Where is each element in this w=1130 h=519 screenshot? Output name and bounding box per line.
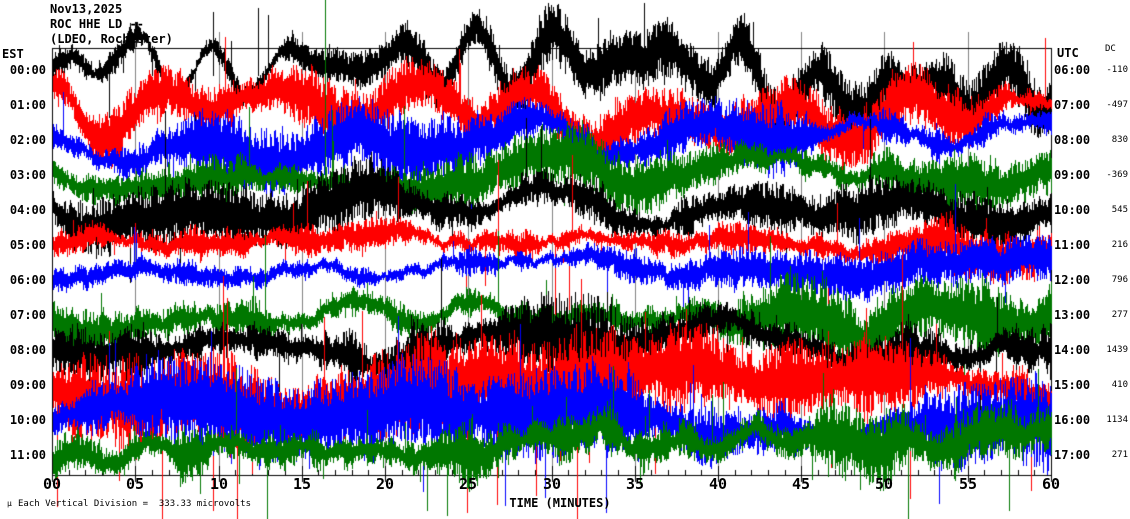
utc-hour-label: 09:00	[1054, 168, 1091, 182]
minute-tick-label: 35	[625, 475, 645, 493]
utc-hour-label: 13:00	[1054, 308, 1091, 322]
dc-value: -369	[1106, 170, 1128, 180]
dc-value: 277	[1111, 310, 1128, 320]
dc-value: 830	[1111, 135, 1128, 145]
dc-value: 1134	[1106, 415, 1128, 425]
minute-tick-label: 15	[292, 475, 312, 493]
title-station: ROC HHE LD --	[50, 17, 144, 31]
utc-hour-label: 11:00	[1054, 238, 1091, 252]
dc-value: 271	[1111, 450, 1128, 460]
minute-tick-label: 20	[375, 475, 395, 493]
minute-tick-label: 40	[708, 475, 728, 493]
est-hour-label: 02:00	[9, 133, 46, 147]
dc-value: 545	[1111, 205, 1128, 215]
est-hour-label: 05:00	[9, 238, 46, 252]
minute-tick-label: 00	[42, 475, 62, 493]
utc-hour-label: 06:00	[1054, 63, 1091, 77]
est-hour-label: 06:00	[9, 273, 46, 287]
footnote: Each Vertical Division = 333.33 microvol…	[18, 499, 251, 509]
utc-hour-label: 17:00	[1054, 448, 1091, 462]
est-hour-label: 07:00	[9, 308, 46, 322]
minute-tick-label: 45	[791, 475, 811, 493]
est-hour-label: 08:00	[9, 343, 46, 357]
title-network: (LDEO, Rochester)	[50, 32, 173, 46]
est-hour-label: 11:00	[9, 448, 46, 462]
est-hour-label: 09:00	[9, 378, 46, 392]
dc-value: 1439	[1106, 345, 1128, 355]
est-hour-label: 01:00	[9, 98, 46, 112]
right-axis-header: UTC	[1057, 46, 1079, 60]
micro-watermark: µ	[7, 499, 12, 508]
utc-hour-label: 16:00	[1054, 413, 1091, 427]
utc-hour-label: 14:00	[1054, 343, 1091, 357]
est-hour-label: 10:00	[9, 413, 46, 427]
dc-value: 796	[1111, 275, 1128, 285]
minute-tick-label: 55	[958, 475, 978, 493]
dc-column-header: DC	[1105, 44, 1116, 54]
minute-tick-label: 60	[1041, 475, 1061, 493]
left-axis-header: EST	[2, 47, 24, 61]
minute-tick-label: 50	[874, 475, 894, 493]
dc-value: -110	[1106, 65, 1128, 75]
dc-value: -497	[1106, 100, 1128, 110]
est-hour-label: 00:00	[9, 63, 46, 77]
dc-value: 216	[1111, 240, 1128, 250]
minute-tick-label: 10	[209, 475, 229, 493]
dc-value: 410	[1111, 380, 1128, 390]
minute-tick-label: 25	[458, 475, 478, 493]
utc-hour-label: 07:00	[1054, 98, 1091, 112]
utc-hour-label: 08:00	[1054, 133, 1091, 147]
x-axis-title: TIME (MINUTES)	[509, 496, 611, 510]
est-hour-label: 04:00	[9, 203, 46, 217]
title-date: Nov13,2025	[50, 2, 123, 16]
utc-hour-label: 15:00	[1054, 378, 1091, 392]
minute-tick-label: 30	[542, 475, 562, 493]
utc-hour-label: 12:00	[1054, 273, 1091, 287]
minute-tick-label: 05	[125, 475, 145, 493]
utc-hour-label: 10:00	[1054, 203, 1091, 217]
est-hour-label: 03:00	[9, 168, 46, 182]
